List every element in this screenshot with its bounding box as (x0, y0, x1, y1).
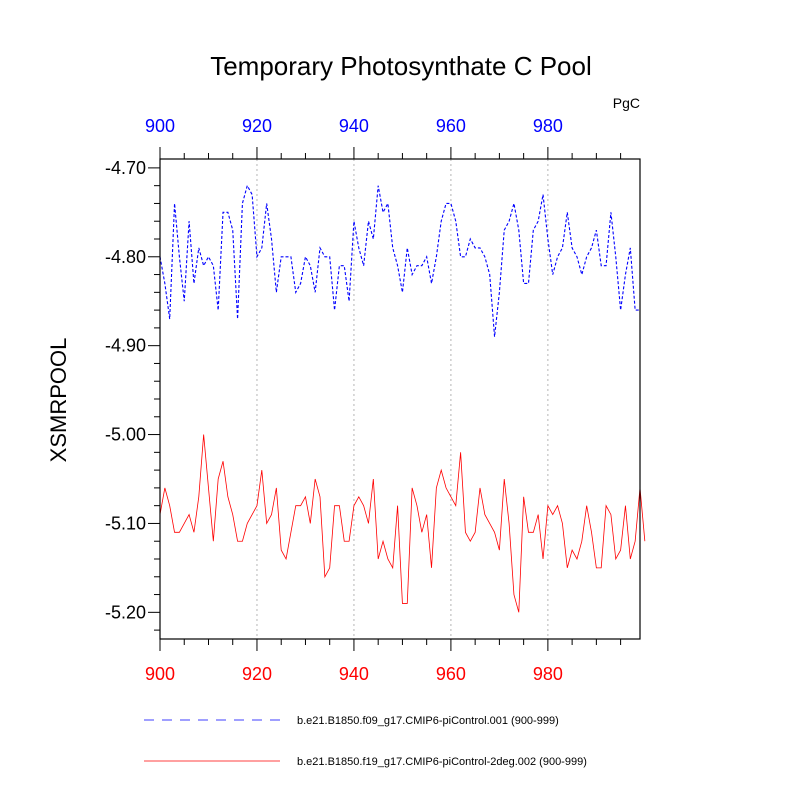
bottom-x-tick-label: 940 (339, 664, 369, 684)
y-tick-label: -4.80 (105, 247, 146, 267)
y-tick-label: -5.10 (105, 513, 146, 533)
legend-label-1: b.e21.B1850.f09_g17.CMIP6-piControl.001 … (297, 715, 559, 727)
top-x-tick-label: 940 (339, 116, 369, 136)
vertical-gridlines (256, 159, 549, 639)
y-tick-label: -4.70 (105, 158, 146, 178)
y-axis-label: XSMRPOOL (46, 338, 71, 463)
y-tick-label: -5.00 (105, 425, 146, 445)
chart-title: Temporary Photosynthate C Pool (210, 51, 592, 81)
units-label: PgC (613, 95, 640, 111)
series-line-2 (159, 434, 646, 613)
series-layer (159, 184, 646, 613)
y-tick-label: -4.90 (105, 336, 146, 356)
top-x-tick-label: 920 (242, 116, 272, 136)
y-tick-label: -5.20 (105, 602, 146, 622)
top-x-tick-label: 900 (145, 116, 175, 136)
series-line-1 (159, 184, 640, 337)
top-x-axis: 900 920 940 960 980 (145, 116, 622, 159)
legend-label-2: b.e21.B1850.f19_g17.CMIP6-piControl-2deg… (297, 756, 587, 768)
bottom-x-tick-label: 900 (145, 664, 175, 684)
top-x-tick-label: 960 (436, 116, 466, 136)
bottom-x-axis: 900 920 940 960 980 (145, 639, 622, 684)
bottom-x-tick-label: 980 (533, 664, 563, 684)
top-x-tick-label: 980 (533, 116, 563, 136)
y-axis: -4.70 -4.80 -4.90 -5.00 -5.10 -5.20 (105, 158, 160, 631)
bottom-x-tick-label: 960 (436, 664, 466, 684)
legend: b.e21.B1850.f09_g17.CMIP6-piControl.001 … (144, 715, 587, 768)
bottom-x-tick-label: 920 (242, 664, 272, 684)
plot-frame (159, 158, 641, 640)
